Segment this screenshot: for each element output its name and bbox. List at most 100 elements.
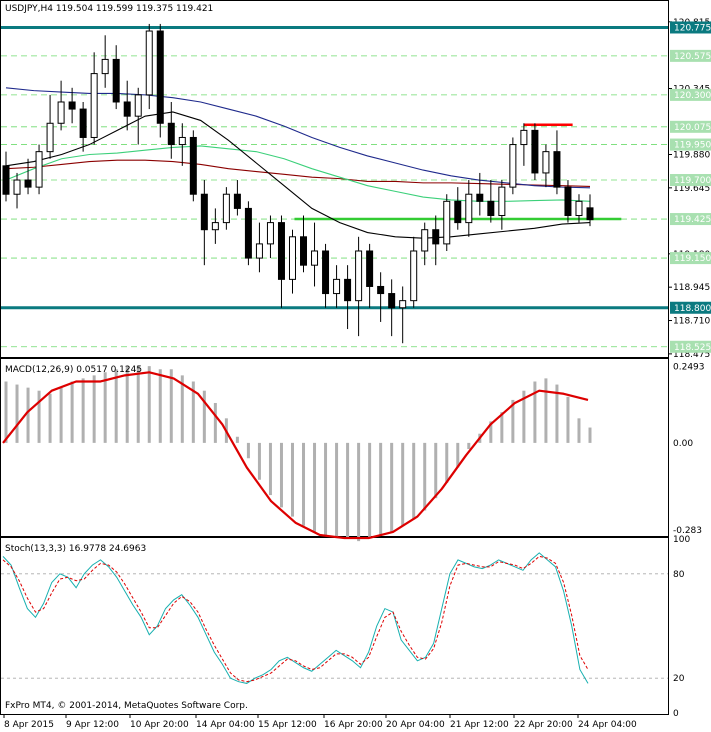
panel-frame bbox=[0, 0, 669, 358]
price-label-text: 120.075 bbox=[674, 123, 711, 133]
candle-body bbox=[156, 30, 164, 124]
macd-y-label: 0.2493 bbox=[673, 362, 705, 372]
candle-body bbox=[123, 101, 131, 117]
stoch-y-label: 80 bbox=[673, 570, 685, 580]
candle bbox=[156, 23, 164, 138]
candle-body bbox=[145, 30, 153, 96]
price-label-text: 120.300 bbox=[674, 91, 711, 101]
candle-body bbox=[487, 200, 495, 217]
price-label-bg bbox=[670, 252, 711, 265]
candle bbox=[443, 194, 451, 251]
candle bbox=[366, 243, 374, 308]
candle-body bbox=[344, 278, 352, 302]
candle-body bbox=[222, 193, 230, 224]
price-panel bbox=[1, 23, 668, 348]
candle bbox=[178, 123, 186, 166]
y-tick-label: 119.645 bbox=[673, 184, 710, 194]
candle-body bbox=[189, 136, 197, 195]
stoch-y-label: 20 bbox=[673, 674, 685, 684]
candle-body bbox=[586, 207, 594, 221]
candle-body bbox=[266, 222, 274, 245]
panel-frame bbox=[0, 358, 669, 537]
price-label: 119.425 bbox=[670, 213, 711, 226]
candle bbox=[542, 144, 550, 188]
ma-black-line bbox=[5, 111, 591, 239]
candle bbox=[200, 180, 208, 266]
candle-body bbox=[465, 193, 473, 224]
candle bbox=[233, 180, 241, 216]
candle bbox=[520, 123, 528, 166]
price-label: 120.575 bbox=[670, 49, 711, 62]
price-label-text: 118.800 bbox=[674, 304, 711, 314]
candle bbox=[377, 272, 385, 322]
price-label-bg bbox=[670, 174, 711, 187]
panel-frame bbox=[0, 537, 669, 715]
x-tick-label: 10 Apr 20:00 bbox=[130, 720, 189, 730]
candle-body bbox=[542, 151, 550, 174]
candle-body bbox=[509, 144, 517, 188]
candle bbox=[123, 80, 131, 131]
candle-body bbox=[300, 236, 308, 266]
price-label-bg bbox=[670, 21, 711, 34]
candle bbox=[101, 35, 109, 88]
candle bbox=[13, 172, 21, 209]
candle bbox=[586, 194, 594, 227]
price-label-text: 119.425 bbox=[674, 215, 711, 225]
x-tick-label: 9 Apr 12:00 bbox=[66, 720, 119, 730]
price-label-text: 119.950 bbox=[674, 141, 711, 151]
stoch-signal-line bbox=[2, 555, 589, 683]
candle-body bbox=[134, 94, 142, 117]
candle bbox=[277, 215, 285, 308]
x-tick-label: 22 Apr 20:00 bbox=[514, 720, 573, 730]
candle bbox=[244, 201, 252, 266]
x-tick-label: 24 Apr 04:00 bbox=[578, 720, 637, 730]
candle bbox=[24, 158, 32, 195]
candle bbox=[531, 123, 539, 181]
candle-body bbox=[101, 58, 109, 75]
price-label-bg bbox=[670, 213, 711, 226]
candle-body bbox=[564, 186, 572, 217]
candle bbox=[476, 172, 484, 216]
candle-body bbox=[233, 193, 241, 209]
y-tick-label: 118.475 bbox=[673, 350, 710, 360]
price-label: 119.950 bbox=[670, 138, 711, 151]
y-tick-label: 119.880 bbox=[673, 150, 710, 160]
candle-body bbox=[531, 129, 539, 174]
candle bbox=[432, 215, 440, 266]
candle bbox=[35, 144, 43, 195]
candle-body bbox=[178, 136, 186, 146]
price-label-bg bbox=[670, 340, 711, 353]
price-label-text: 118.525 bbox=[674, 343, 711, 353]
candle-body bbox=[90, 73, 98, 138]
candle bbox=[211, 208, 219, 244]
candle-body bbox=[322, 250, 330, 295]
candle-body bbox=[311, 250, 319, 266]
candle bbox=[322, 243, 330, 308]
candle-body bbox=[432, 229, 440, 245]
stoch-panel bbox=[1, 552, 668, 684]
price-label: 118.525 bbox=[670, 340, 711, 353]
candle-body bbox=[200, 193, 208, 231]
candle-body bbox=[520, 129, 528, 146]
stoch-title: Stoch(13,3,3) 16.9778 24.6963 bbox=[5, 544, 146, 554]
candle bbox=[2, 151, 10, 202]
candle-body bbox=[366, 250, 374, 287]
candle-body bbox=[68, 101, 76, 110]
candle bbox=[399, 286, 407, 344]
price-label-bg bbox=[670, 120, 711, 133]
macd-signal-line bbox=[2, 371, 589, 540]
x-tick-label: 20 Apr 04:00 bbox=[386, 720, 445, 730]
candle-body bbox=[57, 101, 65, 124]
candle bbox=[134, 87, 142, 145]
candle-body bbox=[443, 200, 451, 245]
candle-body bbox=[13, 179, 21, 195]
candle-body bbox=[46, 122, 54, 153]
macd-y-label: 0.00 bbox=[673, 439, 693, 449]
candle-body bbox=[377, 285, 385, 295]
candle-body bbox=[288, 236, 296, 280]
candle bbox=[222, 187, 230, 230]
candle bbox=[79, 101, 87, 152]
candle-body bbox=[2, 165, 10, 195]
price-label-text: 120.575 bbox=[674, 52, 711, 62]
candle-body bbox=[167, 122, 175, 146]
